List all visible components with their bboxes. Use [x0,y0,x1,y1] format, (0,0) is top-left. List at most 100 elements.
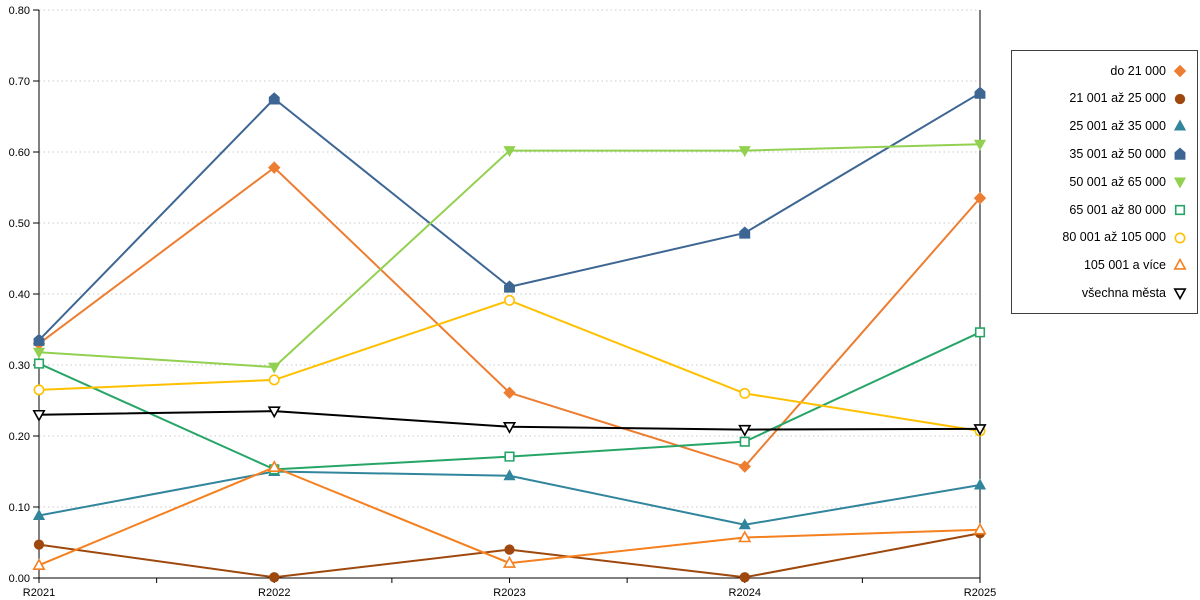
data-point-marker [974,327,986,338]
legend-item-9[interactable]: všechna města [1012,285,1197,301]
data-point-marker [268,92,280,105]
y-axis-tick-label: 0.10 [9,502,30,514]
data-point-marker [503,386,516,399]
data-point-marker [973,424,987,437]
series-9 [32,406,987,437]
data-point-marker [33,384,45,396]
data-point-marker [1173,64,1187,78]
data-point-marker [267,406,281,419]
data-point-marker [973,522,987,535]
x-axis-tick-label: R2021 [23,587,55,599]
legend-label: 105 001 a více [1083,258,1166,273]
data-point-marker [739,387,751,399]
data-point-marker [1174,204,1186,215]
data-point-marker [267,460,281,472]
data-point-marker [268,161,281,174]
series-8 [32,460,987,570]
data-point-marker [1174,93,1186,104]
legend-marker-icon [1174,204,1186,215]
data-point-marker [738,518,751,530]
series-5 [32,139,987,374]
data-point-marker [504,294,515,306]
legend-label: 21 001 až 25 000 [1069,91,1166,106]
y-axis-tick-label: 0.40 [9,289,30,301]
data-point-marker [973,478,987,490]
series-3 [32,464,987,530]
legend-item-6[interactable]: 65 001 až 80 000 [1012,202,1197,218]
legend-marker-icon [1173,177,1187,189]
data-point-marker [739,436,750,447]
data-point-marker [1173,177,1187,189]
data-point-marker [738,460,751,473]
legend-item-2[interactable]: 21 001 až 25 000 [1012,91,1197,107]
legend-item-5[interactable]: 50 001 až 65 000 [1012,174,1197,190]
series-line [38,532,981,579]
legend-item-1[interactable]: do 21 000 [1012,63,1197,79]
legend-marker-icon [1173,288,1187,301]
series-4 [33,86,986,346]
data-point-marker [503,469,516,481]
legend-marker-icon [1174,93,1186,104]
series-line [38,299,981,433]
data-point-marker [1173,288,1187,301]
data-point-marker [504,544,515,555]
data-point-marker [974,86,986,99]
x-axis-tick-label: R2025 [964,587,996,599]
series-6 [33,327,986,475]
y-axis-tick-label: 0.20 [9,431,30,443]
data-point-marker [973,139,987,151]
legend-item-4[interactable]: 35 001 až 50 000 [1012,146,1197,162]
data-point-marker [738,146,751,158]
data-point-marker [33,333,45,346]
series-2 [33,528,986,583]
y-axis-tick-label: 0.70 [9,76,30,88]
y-axis-tick-label: 0.80 [9,5,30,17]
data-point-marker [32,347,46,359]
data-point-marker [973,191,987,205]
legend-marker-icon [1173,258,1187,271]
data-point-marker [502,555,517,568]
data-point-marker [738,530,752,543]
data-point-marker [33,358,45,369]
y-axis-tick-label: 0.00 [9,573,30,585]
data-point-marker [739,226,751,239]
data-point-marker [32,508,46,520]
legend-marker-icon [1173,64,1187,78]
data-point-marker [269,572,280,583]
data-point-marker [33,539,45,550]
legend-marker-icon [1173,119,1187,131]
legend-item-3[interactable]: 25 001 až 35 000 [1012,118,1197,134]
data-point-marker [32,558,46,570]
x-axis-tick-label: R2022 [258,587,290,599]
x-axis-tick-label: R2023 [493,587,525,599]
data-point-marker [1174,232,1186,244]
data-point-marker [1173,119,1187,131]
series-line [38,166,981,468]
legend-label: 80 001 až 105 000 [1062,230,1166,245]
data-point-marker [1174,147,1186,160]
data-point-marker [504,280,515,293]
data-point-marker [503,146,516,158]
data-point-marker [738,424,752,437]
x-axis-tick-label: R2024 [729,587,761,599]
legend-label: 50 001 až 65 000 [1069,174,1166,189]
legend-item-7[interactable]: 80 001 až 105 000 [1012,230,1197,246]
data-point-marker [739,572,750,583]
data-point-marker [502,422,517,434]
data-point-marker [504,451,515,462]
legend-item-8[interactable]: 105 001 a více [1012,257,1197,273]
y-axis-tick-label: 0.60 [9,147,30,159]
legend-label: do 21 000 [1110,63,1166,78]
y-axis-tick-label: 0.50 [9,218,30,230]
series-line [38,331,981,471]
legend-label: všechna města [1081,285,1166,300]
data-point-marker [1173,258,1187,271]
data-point-marker [268,374,280,386]
legend-label: 65 001 až 80 000 [1069,202,1166,217]
series-7 [33,294,986,437]
chart-legend: do 21 000 21 001 až 25 000 25 001 až 35 00… [1011,50,1198,314]
legend-marker-icon [1174,232,1186,244]
legend-label: 35 001 až 50 000 [1069,146,1166,161]
